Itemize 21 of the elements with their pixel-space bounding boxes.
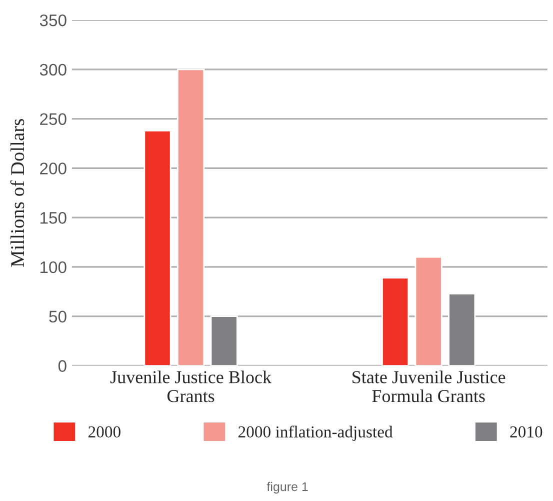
y-axis-title: Millions of Dollars (10, 119, 24, 267)
y-tick-label: 250 (40, 113, 66, 126)
bar (210, 316, 238, 366)
y-tick-label: 0 (58, 360, 66, 372)
bar (177, 68, 205, 366)
legend-label: 2000 inflation-adjusted (238, 426, 393, 441)
legend-label: 2010 (510, 426, 542, 438)
x-tick-label: Juvenile Justice Block Grants (110, 370, 272, 402)
x-tick-label: State Juvenile Justice Formula Grants (352, 370, 506, 402)
caption: figure 1 (266, 482, 308, 494)
y-tick-label: 300 (40, 64, 66, 76)
bar (448, 292, 476, 366)
y-tick-label: 100 (40, 261, 66, 274)
y-tick-label: 50 (49, 310, 66, 323)
bar (414, 256, 442, 366)
y-tick-label: 200 (40, 162, 66, 174)
y-tick-label: 150 (40, 212, 66, 224)
bar (144, 130, 172, 366)
bar (382, 277, 410, 366)
legend-label: 2000 (88, 426, 120, 438)
y-tick-label: 350 (40, 14, 66, 26)
